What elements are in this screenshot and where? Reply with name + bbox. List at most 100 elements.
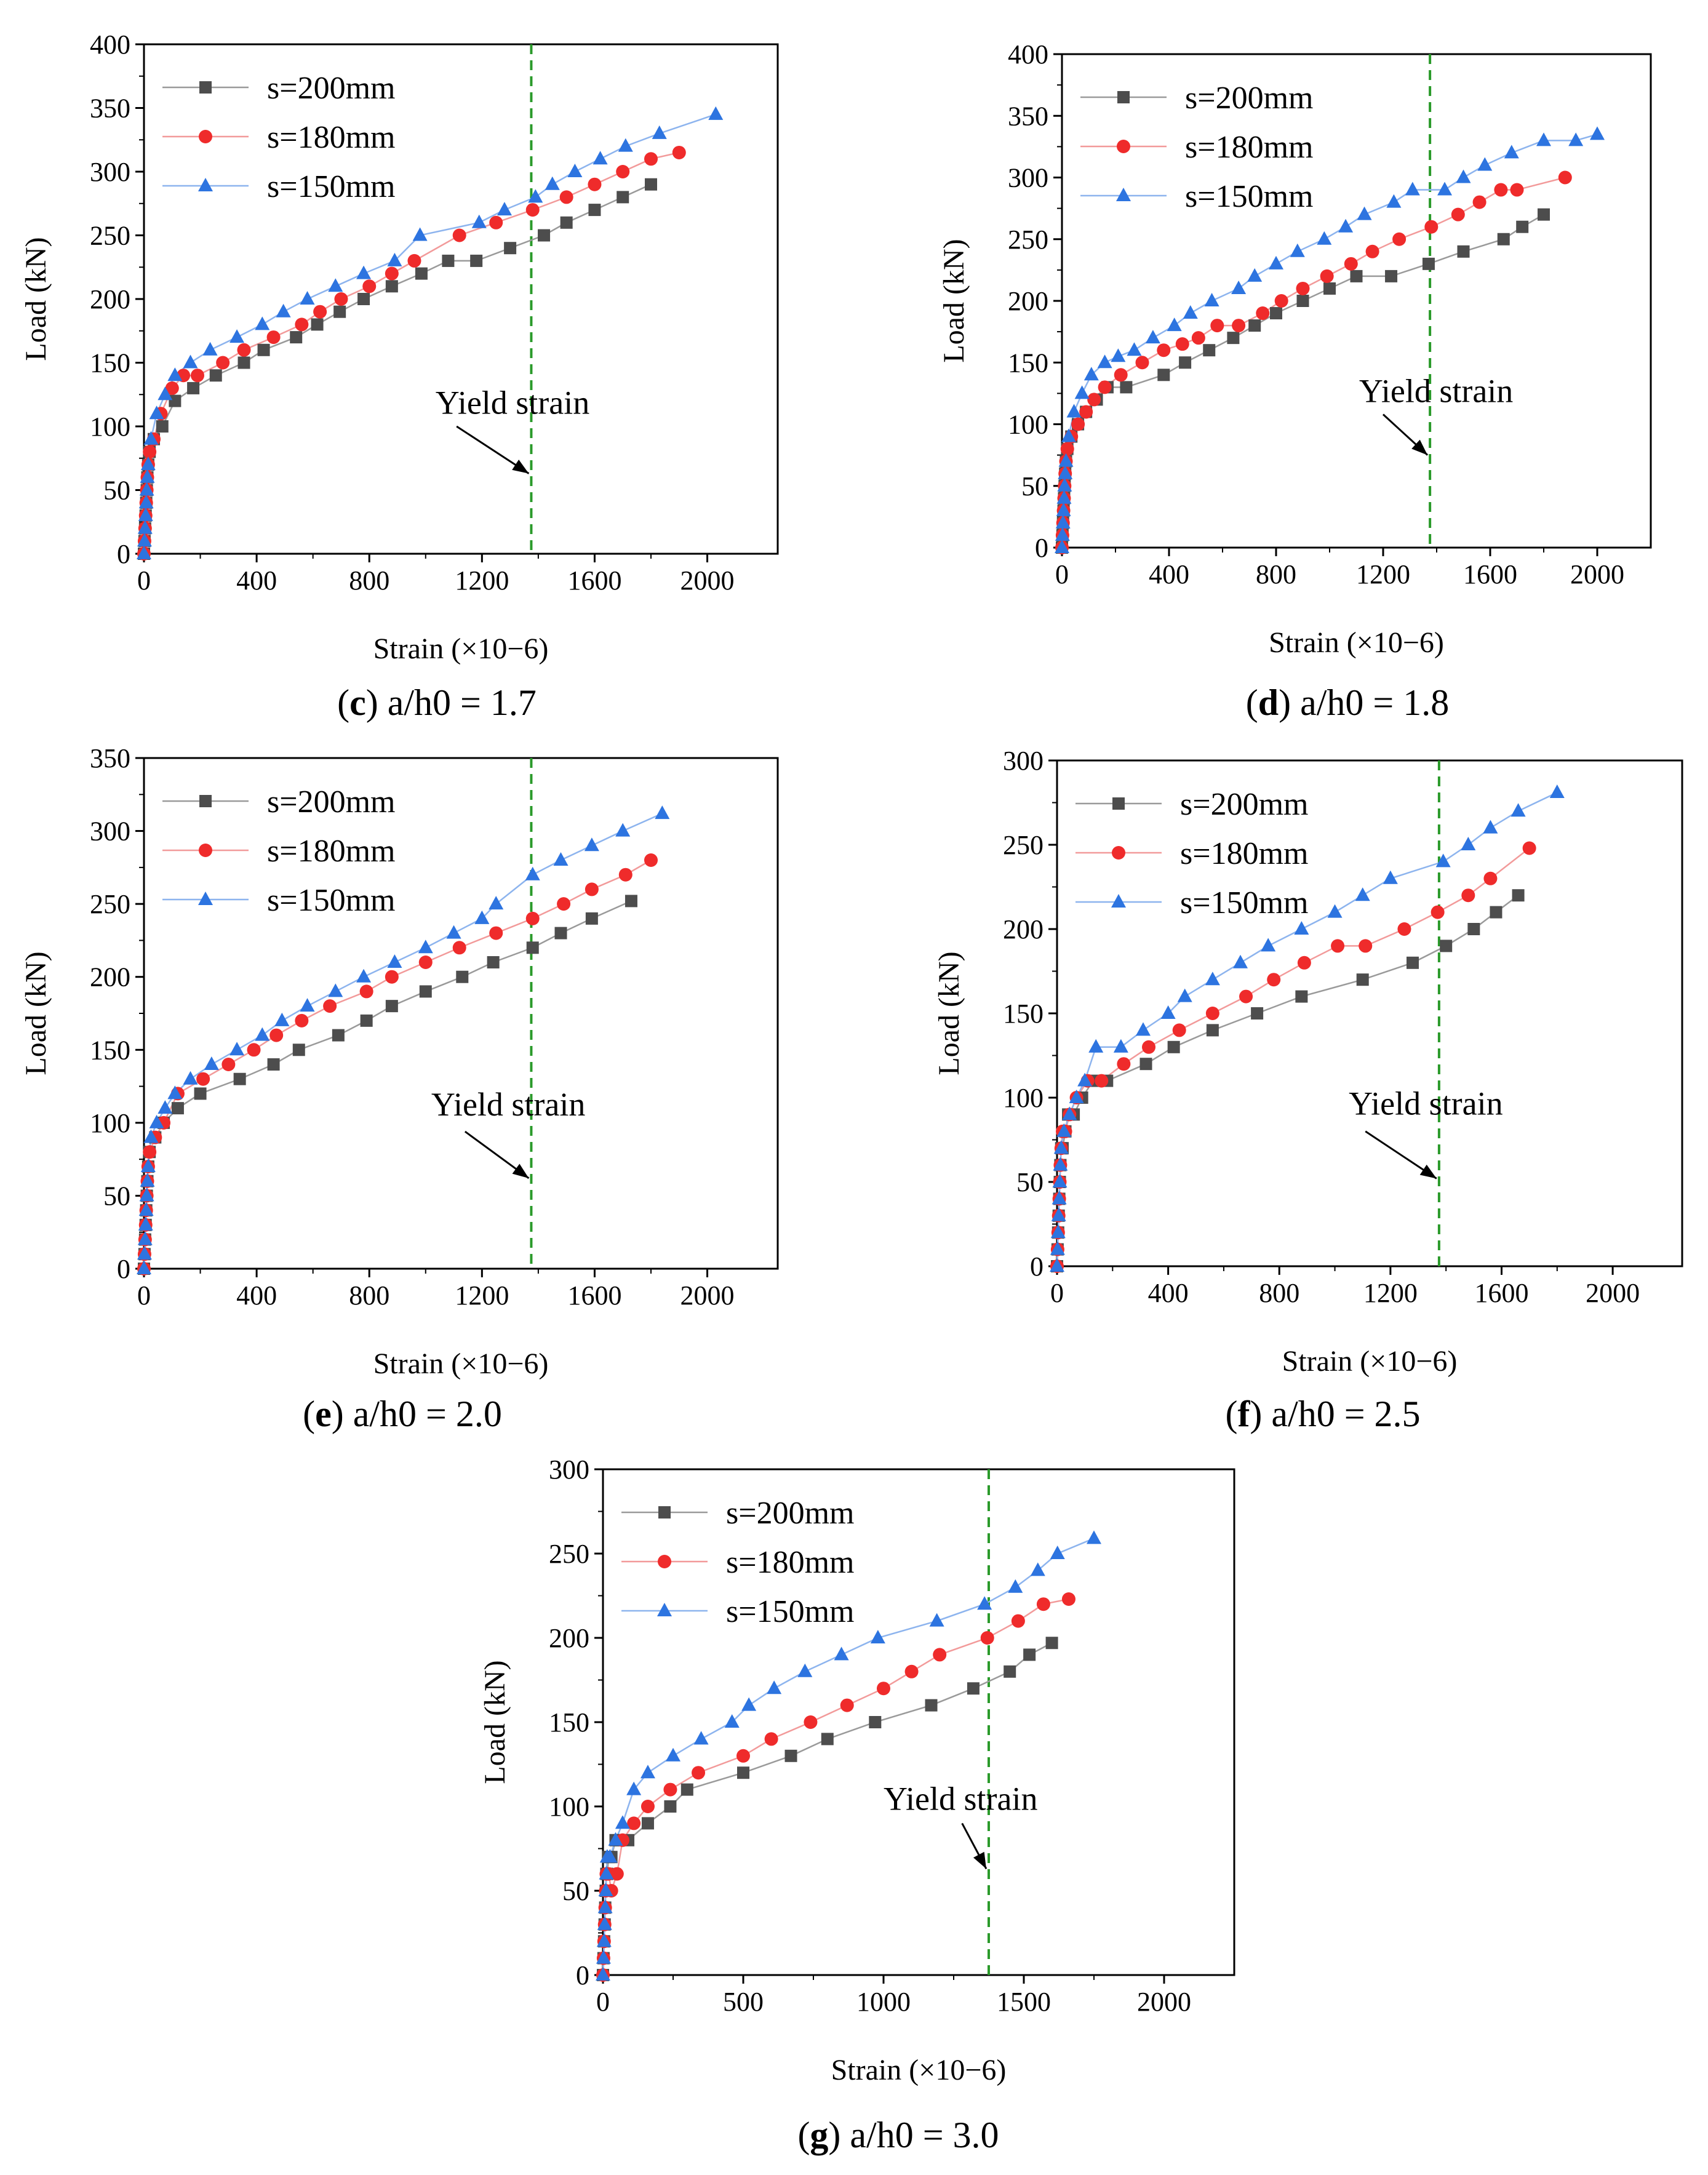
data-point <box>137 1246 152 1260</box>
x-tick-label: 1200 <box>455 565 509 596</box>
data-point <box>1472 195 1487 209</box>
data-point <box>237 343 251 357</box>
legend-marker <box>199 795 212 807</box>
legend-marker <box>1112 797 1125 810</box>
data-point <box>1536 132 1551 146</box>
x-axis-label: Strain (×10−6) <box>373 1347 549 1380</box>
data-point <box>1522 841 1536 855</box>
y-tick-label: 0 <box>117 1254 130 1284</box>
data-point <box>1113 1039 1128 1053</box>
data-point <box>1227 332 1240 345</box>
y-tick-label: 50 <box>103 476 130 506</box>
data-point <box>610 1867 624 1881</box>
y-tick-label: 150 <box>549 1707 589 1738</box>
data-point <box>1079 405 1093 419</box>
data-point <box>1052 1174 1068 1187</box>
data-point <box>1477 157 1493 171</box>
data-point <box>1516 220 1529 233</box>
data-point <box>332 1029 345 1042</box>
data-point <box>1295 990 1308 1003</box>
data-point <box>599 1866 614 1880</box>
x-tick-label: 0 <box>1050 1278 1064 1308</box>
legend-entry: s=180mm <box>1080 130 1313 165</box>
x-tick-label: 1500 <box>997 1987 1051 2017</box>
data-point <box>276 303 291 317</box>
data-point <box>274 1012 290 1026</box>
data-point <box>708 106 724 120</box>
x-tick-label: 0 <box>1055 559 1069 589</box>
data-point <box>870 1630 885 1643</box>
data-point <box>1036 1597 1050 1611</box>
y-tick-label: 100 <box>549 1792 589 1822</box>
legend-marker <box>1112 846 1125 860</box>
yield-strain-label: Yield strain <box>431 1086 585 1123</box>
data-point <box>300 291 315 305</box>
data-point <box>196 1072 210 1086</box>
series-markers <box>1055 126 1605 553</box>
legend-label: s=200mm <box>726 1496 854 1531</box>
data-point <box>1406 956 1419 969</box>
data-point <box>596 1933 612 1947</box>
data-point <box>596 1950 611 1964</box>
data-point <box>149 1114 164 1128</box>
y-axis-label: Load (kN) <box>933 951 965 1075</box>
legend-entry: s=150mm <box>1080 179 1313 214</box>
x-tick-label: 400 <box>1149 559 1189 589</box>
data-point <box>616 165 630 178</box>
data-point <box>171 1102 184 1115</box>
data-point <box>1145 330 1160 344</box>
data-point <box>323 999 337 1013</box>
x-axis-label: Strain (×10−6) <box>373 633 549 665</box>
data-point <box>560 216 573 229</box>
y-axis-label: Load (kN) <box>938 239 970 362</box>
data-point <box>183 354 198 369</box>
data-point <box>1157 343 1171 357</box>
data-point <box>143 431 159 445</box>
y-tick-label: 0 <box>1035 533 1048 563</box>
data-point <box>1294 921 1309 935</box>
data-point <box>137 546 151 559</box>
data-point <box>356 265 372 279</box>
data-point <box>233 1072 246 1085</box>
x-tick-label: 1200 <box>1363 1278 1418 1308</box>
legend-entry: s=200mm <box>1080 81 1313 116</box>
legend-entry: s=180mm <box>621 1545 854 1580</box>
y-tick-label: 100 <box>90 1108 130 1138</box>
data-point <box>538 229 551 242</box>
data-point <box>1397 922 1411 936</box>
data-point <box>967 1682 980 1695</box>
legend-marker <box>199 130 212 143</box>
data-point <box>1095 1074 1109 1088</box>
data-point <box>618 138 633 152</box>
data-point <box>1050 1224 1066 1239</box>
data-point <box>452 228 466 242</box>
panel-caption: (d) a/h0 = 1.8 <box>1246 682 1449 723</box>
y-tick-label: 0 <box>1030 1251 1044 1282</box>
data-point <box>821 1733 834 1746</box>
data-point <box>1440 940 1453 952</box>
y-tick-label: 200 <box>90 962 130 992</box>
data-point <box>385 970 399 984</box>
data-point <box>489 926 503 940</box>
panel-caption: (f) a/h0 = 2.5 <box>1225 1394 1420 1434</box>
data-point <box>640 1800 655 1813</box>
yield-strain-arrowhead <box>512 460 529 474</box>
data-point <box>1270 307 1282 320</box>
data-point <box>1456 169 1471 183</box>
legend-entry: s=150mm <box>621 1594 854 1629</box>
data-point <box>456 970 469 983</box>
legend-label: s=200mm <box>1185 81 1313 116</box>
panel-caption: (g) a/h0 = 3.0 <box>797 2115 999 2155</box>
data-point <box>1590 126 1605 140</box>
data-point <box>140 1173 155 1187</box>
data-point <box>140 469 155 483</box>
y-tick-label: 50 <box>1016 1167 1044 1197</box>
y-tick-label: 50 <box>1021 471 1048 501</box>
y-tick-label: 250 <box>90 221 130 251</box>
data-point <box>617 191 629 204</box>
data-point <box>1055 514 1071 529</box>
data-point <box>487 956 500 968</box>
data-point <box>567 164 583 177</box>
data-point <box>1062 1106 1077 1120</box>
